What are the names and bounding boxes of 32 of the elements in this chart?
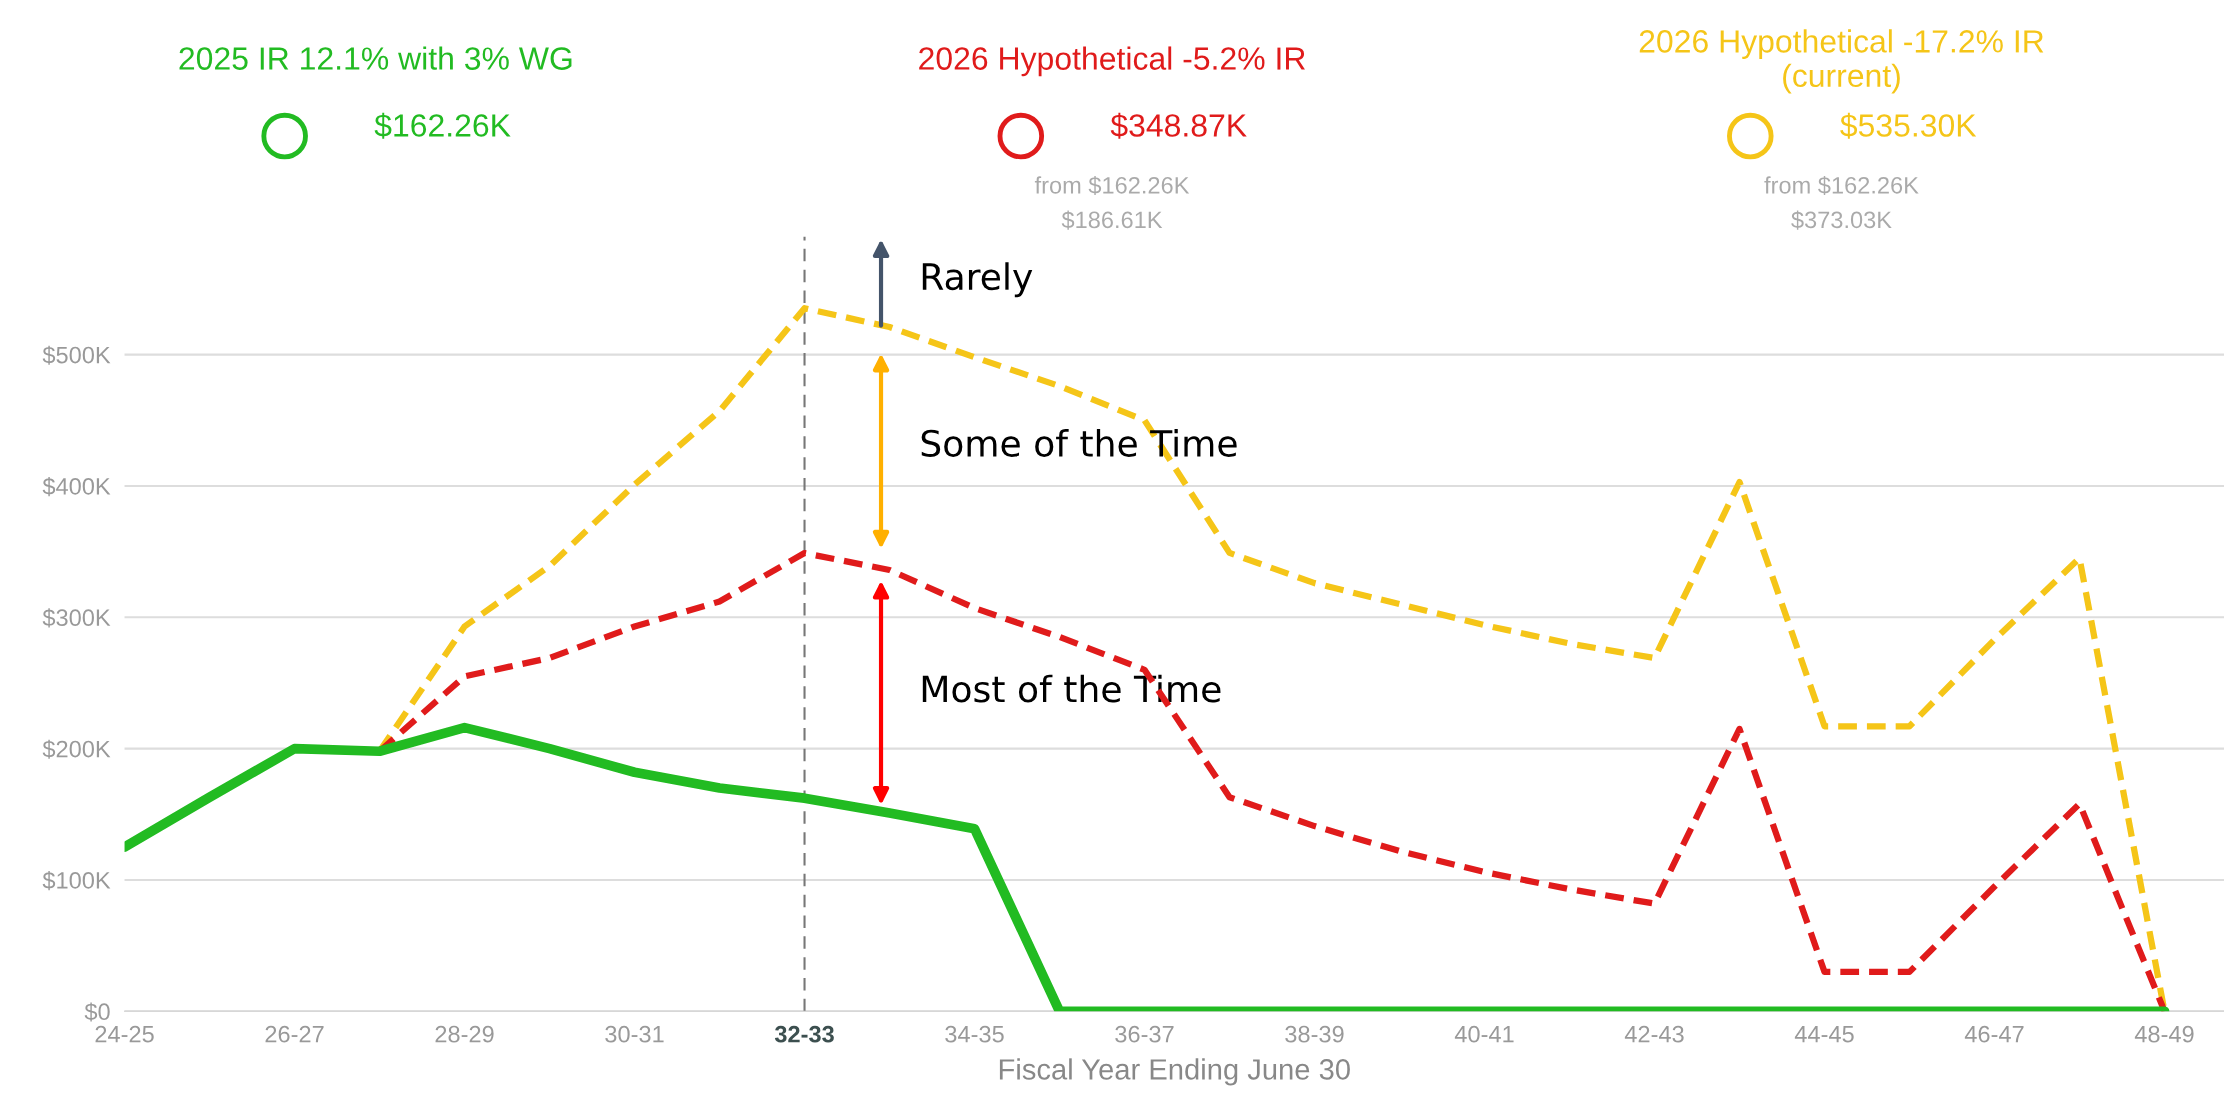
text: $373.03K [1791, 210, 1892, 230]
x-tick-label: 34-35 [945, 1025, 1004, 1043]
text: 2025 IR 12.1% with 3% WG [179, 46, 572, 70]
text: from $162.26K [1034, 175, 1190, 196]
text: $535.30K [1840, 112, 1977, 139]
x-tick-label: 48-49 [2134, 1025, 2194, 1043]
x-tick-label: 42-43 [1624, 1025, 1684, 1043]
x-tick-label: 46-47 [1964, 1025, 2024, 1043]
text: 2026 Hypothetical -17.2% IR (current) [1639, 29, 2044, 94]
y-tick-label: $0 [84, 1002, 110, 1022]
annotation: Rarely [922, 262, 1033, 298]
x-axis-title: Fiscal Year Ending June 30 [999, 1058, 1350, 1086]
y-tick-label: $200K [42, 739, 111, 759]
y-tick-label: $300K [42, 608, 111, 628]
text: $162.26K [374, 112, 511, 139]
y-tick-label: $100K [42, 871, 111, 891]
x-tick-label: 30-31 [605, 1025, 664, 1043]
x-tick-label: 28-29 [435, 1025, 494, 1043]
x-tick-label: 36-37 [1115, 1025, 1174, 1043]
y-tick-label: $400K [42, 477, 111, 497]
text: 2026 Hypothetical -5.2% IR [919, 46, 1305, 77]
x-tick-label: 38-39 [1285, 1025, 1344, 1043]
text: from $162.26K [1764, 175, 1919, 196]
text: $186.61K [1061, 210, 1163, 230]
x-tick-label: 32-33 [774, 1025, 834, 1043]
x-tick-label: 44-45 [1794, 1026, 1854, 1043]
annotation: Some of the Time [921, 429, 1237, 458]
text: $348.87K [1110, 112, 1247, 139]
x-tick-label: 40-41 [1454, 1025, 1514, 1043]
x-tick-label: 24-25 [95, 1025, 154, 1043]
y-tick-label: $500K [42, 345, 111, 365]
x-tick-label: 26-27 [265, 1025, 324, 1043]
